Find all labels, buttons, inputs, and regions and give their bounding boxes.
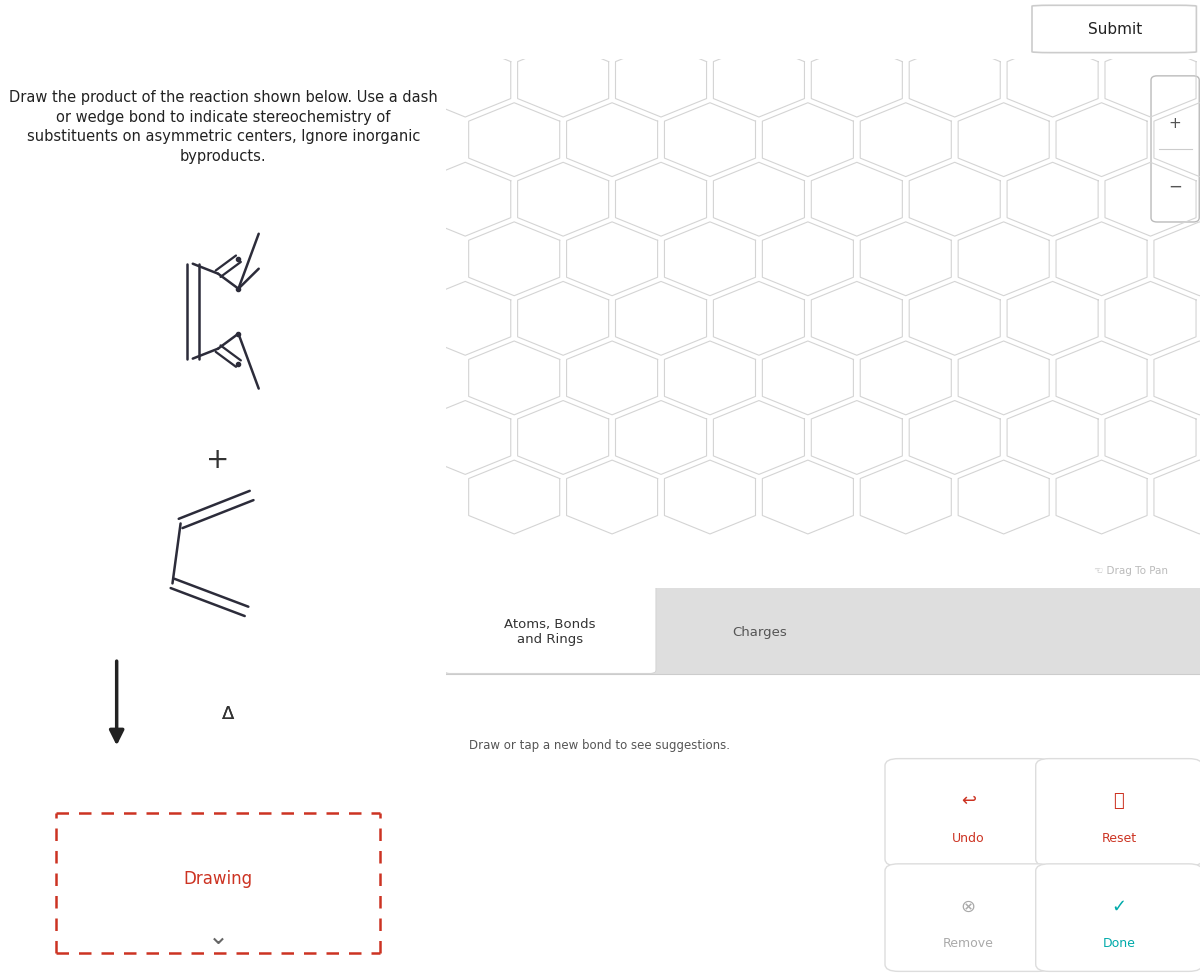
Text: Draw or tap a new bond to see suggestions.: Draw or tap a new bond to see suggestion… xyxy=(469,738,730,751)
Text: Draw the product of the reaction shown below. Use a dash
or wedge bond to indica: Draw the product of the reaction shown b… xyxy=(8,90,438,164)
Text: +: + xyxy=(1169,115,1182,131)
Text: ←: ← xyxy=(18,20,35,40)
Text: Atoms, Bonds
and Rings: Atoms, Bonds and Rings xyxy=(504,617,595,645)
Text: Submit: Submit xyxy=(1087,22,1142,37)
Text: ↩: ↩ xyxy=(961,791,976,810)
Text: Charges: Charges xyxy=(732,625,786,638)
Text: Δ: Δ xyxy=(222,704,234,723)
Text: ⊗: ⊗ xyxy=(961,897,976,914)
Text: ☜ Drag To Pan: ☜ Drag To Pan xyxy=(1094,565,1169,575)
FancyBboxPatch shape xyxy=(1036,759,1200,867)
Text: Drawing: Drawing xyxy=(184,869,253,887)
Text: Done: Done xyxy=(1103,936,1135,950)
Text: Reset: Reset xyxy=(1102,831,1136,844)
Text: Undo: Undo xyxy=(952,831,984,844)
FancyBboxPatch shape xyxy=(1151,77,1199,223)
Text: +: + xyxy=(206,445,230,473)
FancyBboxPatch shape xyxy=(444,586,656,674)
Text: Δ: Δ xyxy=(222,704,234,723)
Text: ✓: ✓ xyxy=(1111,897,1127,914)
FancyBboxPatch shape xyxy=(1032,6,1196,54)
FancyBboxPatch shape xyxy=(884,864,1051,971)
Text: Problem 53 of 18: Problem 53 of 18 xyxy=(499,20,701,40)
FancyBboxPatch shape xyxy=(1036,864,1200,971)
FancyBboxPatch shape xyxy=(884,759,1051,867)
Text: 🗑: 🗑 xyxy=(1114,791,1124,810)
Text: −: − xyxy=(1168,178,1182,196)
Bar xyxy=(446,589,1200,675)
Text: ⌄: ⌄ xyxy=(208,924,229,948)
Text: Remove: Remove xyxy=(943,936,994,950)
